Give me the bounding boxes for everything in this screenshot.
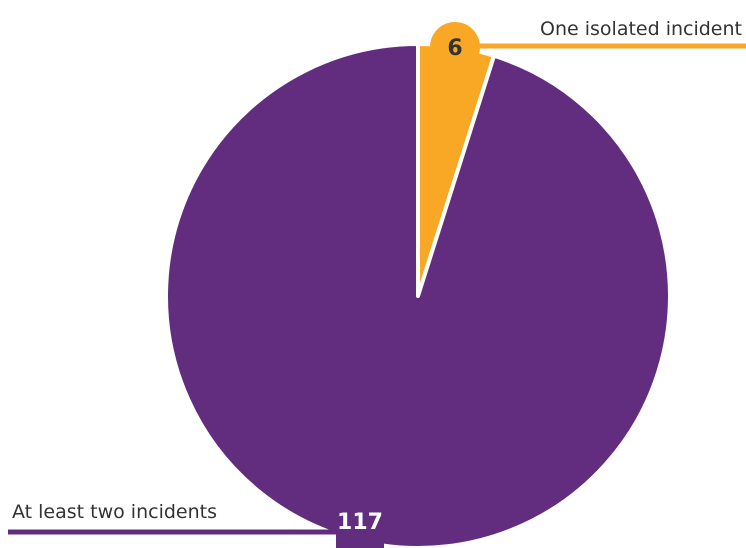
value-badge-at-least-two: 117 <box>336 496 384 548</box>
value-label-at-least-two: 117 <box>337 510 383 535</box>
category-label-at-least-two: At least two incidents <box>12 501 217 523</box>
leader-at-least-two: At least two incidents <box>8 501 360 535</box>
value-label-one-isolated: 6 <box>447 36 462 61</box>
value-badge-one-isolated: 6 <box>430 22 480 72</box>
category-label-one-isolated: One isolated incident <box>540 18 742 40</box>
value-badge-tab-at-least-two <box>336 520 384 548</box>
pie-slices <box>164 42 672 548</box>
pie-slice-at-least-two <box>164 42 672 548</box>
value-badge-circle-one-isolated <box>430 22 480 72</box>
leader-one-isolated: One isolated incident <box>470 18 746 49</box>
